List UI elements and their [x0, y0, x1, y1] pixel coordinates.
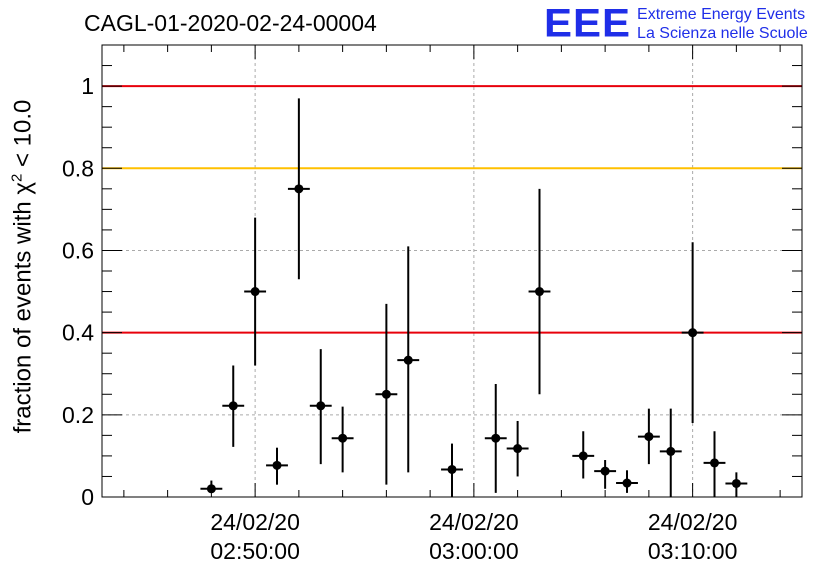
x-tick-label: 24/02/20	[429, 509, 519, 535]
data-point	[250, 287, 260, 297]
data-point	[600, 466, 610, 476]
data-point	[338, 433, 348, 443]
data-point	[491, 433, 501, 443]
data-point	[272, 460, 282, 470]
data-point	[666, 446, 676, 456]
logo-line-2: La Scienza nelle Scuole	[637, 25, 808, 42]
x-tick-label: 03:00:00	[429, 538, 519, 564]
y-tick-label: 0	[81, 484, 94, 510]
y-tick-label: 0.4	[62, 320, 94, 346]
data-point	[403, 355, 413, 365]
data-point	[688, 328, 698, 338]
data-point	[447, 464, 457, 474]
x-tick-label: 24/02/20	[648, 509, 738, 535]
eee-logo: EEE Extreme Energy Events La Scienza nel…	[544, 2, 808, 44]
y-tick-label: 0.8	[62, 155, 94, 181]
logo-text: Extreme Energy Events La Scienza nelle S…	[637, 5, 808, 43]
y-tick-label: 0.6	[62, 237, 94, 263]
data-point	[206, 484, 216, 494]
data-point	[228, 401, 238, 411]
data-point	[578, 451, 588, 461]
data-point	[731, 478, 741, 488]
page-title: CAGL-01-2020-02-24-00004	[84, 10, 377, 36]
data-point	[316, 401, 326, 411]
y-tick-label: 0.2	[62, 402, 94, 428]
plot-frame	[101, 44, 803, 498]
data-point	[644, 432, 654, 442]
data-point	[535, 287, 544, 297]
logo-mark: EEE	[544, 0, 632, 45]
data-point	[513, 444, 523, 454]
data-point	[710, 458, 719, 468]
logo-line-1: Extreme Energy Events	[637, 6, 806, 23]
x-tick-label: 03:10:00	[648, 538, 738, 564]
data-point	[622, 478, 632, 488]
x-tick-label: 02:50:00	[210, 538, 300, 564]
x-tick-label: 24/02/20	[210, 509, 300, 535]
y-tick-label: 1	[81, 73, 94, 99]
data-point	[294, 184, 304, 194]
data-point	[381, 389, 391, 399]
